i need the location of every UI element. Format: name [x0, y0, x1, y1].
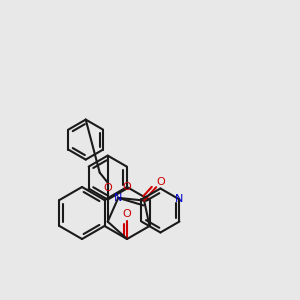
Text: O: O [157, 177, 165, 187]
Text: O: O [123, 182, 131, 192]
Text: O: O [103, 183, 112, 193]
Text: O: O [123, 209, 131, 219]
Text: N: N [175, 194, 184, 205]
Text: N: N [114, 193, 122, 203]
